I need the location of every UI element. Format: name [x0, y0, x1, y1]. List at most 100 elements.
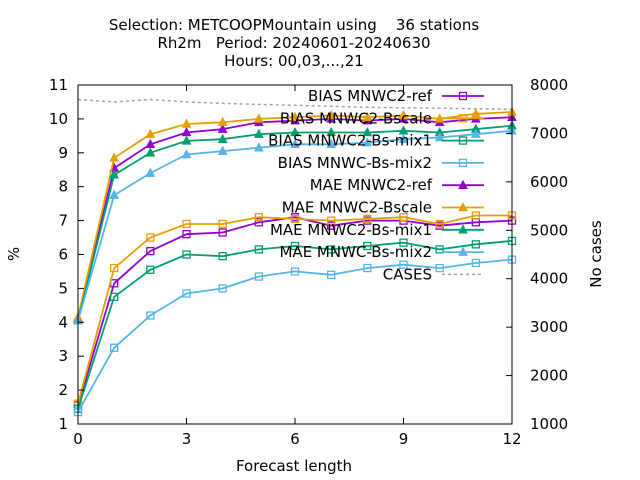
data-point [290, 241, 300, 251]
data-point [110, 343, 119, 352]
data-point [254, 272, 263, 281]
data-point [470, 108, 481, 118]
series-line [77, 98, 513, 110]
data-point [182, 250, 191, 259]
data-point [327, 245, 336, 254]
series-8 [77, 98, 513, 110]
data-point [253, 142, 264, 152]
legend-item-5: MAE MNWC2-Bscale [282, 199, 484, 217]
data-point [146, 265, 155, 274]
data-point [363, 241, 372, 251]
y-tick-label: 4 [58, 313, 68, 331]
legend-label: BIAS MNWC2-Bscale [280, 109, 432, 127]
legend-item-4: MAE MNWC2-ref [310, 176, 484, 194]
data-point [254, 245, 263, 254]
data-point [471, 258, 480, 268]
data-point [146, 246, 155, 256]
legend-label: MAE MNWC-Bs-mix2 [279, 243, 432, 261]
data-point [109, 169, 120, 179]
y-tick-label: 6 [58, 246, 68, 264]
y-tick-label: 1 [58, 415, 68, 433]
data-point [182, 230, 191, 239]
legend-marker [458, 91, 468, 101]
data-point [217, 145, 228, 155]
legend-label: MAE MNWC2-ref [310, 176, 433, 194]
data-point [398, 109, 409, 120]
data-point [218, 228, 227, 237]
title-line-3: Hours: 00,03,...,21 [224, 52, 364, 70]
series-line [77, 214, 512, 404]
data-point [290, 214, 300, 224]
data-point [434, 113, 445, 123]
data-point [399, 238, 408, 247]
legend-marker [458, 158, 468, 168]
legend: BIAS MNWC2-ref BIAS MNWC2-Bscale BIAS MNWC… [268, 87, 484, 283]
data-point [435, 245, 444, 254]
data-point [217, 133, 228, 143]
y2-tick-label: 3000 [530, 318, 568, 336]
series-line [77, 216, 513, 406]
data-point [363, 263, 372, 273]
title-line-1: Selection: METCOOPMountain using 36 stat… [109, 16, 479, 34]
series-7 [73, 125, 517, 325]
title-line-2: Rh2m Period: 20240601-20240630 [157, 34, 430, 52]
series-1 [73, 211, 517, 408]
legend-item-1: BIAS MNWC2-Bscale [280, 109, 484, 127]
legend-label: BIAS MNWC2-Bs-mix1 [268, 132, 432, 150]
series-5 [73, 106, 517, 321]
data-point [471, 240, 480, 249]
data-point [326, 126, 337, 137]
legend-marker [458, 179, 468, 189]
data-point [145, 147, 156, 157]
series-line [77, 258, 513, 413]
legend-marker [458, 136, 468, 145]
data-point [398, 133, 409, 143]
data-point [110, 292, 119, 302]
data-point [362, 137, 373, 147]
data-point [290, 267, 300, 276]
data-point [435, 219, 444, 229]
legend-label: CASES [383, 265, 432, 283]
y-tick-label: 11 [49, 76, 68, 94]
x-tick-label: 0 [73, 430, 83, 448]
chart-title: Selection: METCOOPMountain using 36 stat… [109, 16, 479, 70]
data-point [254, 218, 263, 227]
legend-item-6: MAE MNWC2-Bs-mix1 [270, 221, 484, 239]
y-tick-label: 7 [58, 212, 68, 230]
data-point [218, 252, 227, 261]
legend-label: BIAS MNWC-Bs-mix2 [278, 154, 432, 172]
data-point [217, 123, 228, 133]
y2-tick-label: 6000 [530, 173, 568, 191]
data-point [362, 111, 373, 121]
data-point [290, 111, 300, 121]
data-point [110, 263, 119, 273]
y2-tick-label: 8000 [530, 76, 568, 94]
y2-tick-label: 2000 [530, 367, 568, 385]
data-point [290, 126, 300, 137]
data-point [362, 126, 373, 137]
data-point [253, 113, 264, 123]
legend-marker [458, 224, 468, 234]
y2-tick-label: 1000 [530, 415, 568, 433]
data-point [109, 152, 120, 162]
data-point [363, 214, 372, 224]
legend-marker [458, 246, 468, 256]
data-point [290, 138, 300, 149]
data-point [327, 216, 336, 225]
data-point [434, 132, 445, 142]
data-point [399, 260, 408, 269]
data-point [182, 289, 191, 298]
x-tick-label: 3 [182, 430, 192, 448]
data-point [326, 138, 337, 149]
data-point [327, 221, 336, 230]
y2-tick-label: 4000 [530, 270, 568, 288]
y-axis-label: % [5, 247, 23, 261]
y-tick-label: 2 [58, 381, 68, 399]
legend-marker [458, 201, 468, 212]
y-tick-label: 10 [49, 110, 68, 128]
y2-tick-label: 5000 [530, 221, 568, 239]
data-point [470, 128, 481, 138]
legend-label: MAE MNWC2-Bscale [282, 199, 432, 217]
data-point [181, 148, 192, 159]
